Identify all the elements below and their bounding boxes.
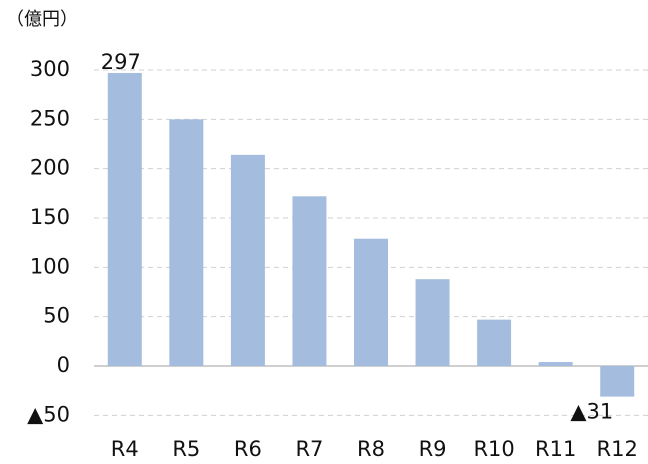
bar: [292, 196, 327, 367]
x-tick-label: R9: [419, 437, 447, 461]
y-tick-label: 250: [30, 106, 70, 130]
x-tick-label: R8: [357, 437, 385, 461]
x-tick-label: R4: [111, 437, 139, 461]
y-tick-label: ▲50: [27, 402, 70, 426]
y-tick-label: 50: [43, 304, 70, 328]
y-tick-label: 100: [30, 254, 70, 278]
bar: [600, 366, 635, 397]
bar: [107, 72, 142, 367]
y-axis-label: （億円）: [6, 9, 78, 30]
bar: [415, 279, 450, 367]
x-tick-label: R10: [473, 437, 514, 461]
bar: [354, 238, 388, 367]
y-tick-label: 150: [30, 205, 70, 229]
x-tick-label: R11: [535, 437, 576, 461]
y-tick-label: 200: [30, 156, 70, 180]
data-label: ▲31: [570, 400, 613, 424]
bar: [477, 319, 512, 367]
x-tick-label: R12: [597, 437, 638, 461]
bar: [538, 362, 573, 367]
y-tick-label: 0: [57, 353, 70, 377]
bar: [230, 154, 265, 367]
y-tick-label: 300: [30, 57, 70, 81]
data-label: 297: [101, 50, 141, 74]
x-tick-label: R6: [234, 437, 262, 461]
x-tick-label: R5: [172, 437, 200, 461]
bar: [169, 119, 204, 367]
x-tick-label: R7: [295, 437, 323, 461]
